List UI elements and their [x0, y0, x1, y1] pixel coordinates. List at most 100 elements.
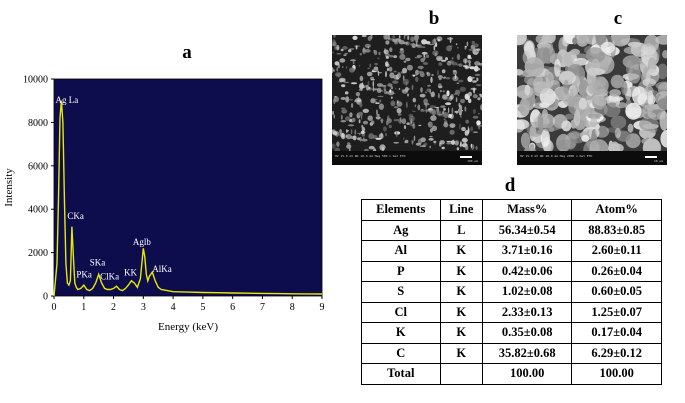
table-cell: L [439, 219, 483, 241]
sem-particle [467, 54, 471, 59]
sem-particle [368, 145, 375, 150]
sem-particle [529, 143, 535, 153]
sem-particle [341, 84, 346, 88]
y-tick-label: 8000 [28, 118, 48, 129]
sem-particle [404, 139, 409, 144]
table-header-row: Elements Line Mass% Atom% [361, 199, 662, 221]
sem-particle [378, 51, 381, 56]
sem-particle [460, 115, 462, 118]
sem-particle [379, 99, 382, 103]
sem-particle [554, 59, 561, 77]
sem-particle [475, 146, 478, 150]
sem-particle [455, 97, 458, 103]
sem-particle [389, 89, 392, 93]
sem-particle [367, 36, 372, 41]
sem-particle [465, 119, 470, 124]
sem-particle [385, 56, 389, 59]
sem-particle [461, 126, 466, 132]
sem-particle [367, 115, 373, 121]
sem-particle [473, 65, 479, 72]
sem-particle [627, 123, 634, 133]
x-tick-label: 5 [200, 302, 205, 313]
sem-particle [378, 103, 384, 110]
table-row: Cl K 2.33±0.13 1.25±0.07 [361, 301, 662, 323]
sem-particle [333, 98, 336, 105]
sem-particle [342, 46, 348, 50]
sem-particle [466, 41, 469, 47]
sem-particle [367, 67, 370, 69]
table-cell: 3.71±0.16 [481, 240, 573, 262]
sem-particle [332, 44, 337, 46]
x-tick-label: 9 [320, 302, 325, 313]
sem-particle [562, 35, 570, 47]
table-cell: 0.26±0.04 [571, 260, 662, 282]
sem-particle [339, 129, 342, 134]
sem-particle [438, 110, 442, 117]
sem-particle [345, 66, 348, 69]
table-cell: K [361, 322, 441, 344]
table-cell: 6.29±0.12 [571, 342, 662, 364]
sem-particle [345, 96, 350, 103]
x-tick-label: 7 [260, 302, 265, 313]
y-tick-label: 6000 [28, 161, 48, 172]
sem-particle [376, 109, 378, 115]
sem-particle [373, 50, 378, 56]
sem-particle [336, 67, 339, 72]
table-cell: 0.42±0.06 [481, 260, 573, 282]
sem-particle [355, 45, 358, 50]
composition-table: Elements Line Mass% Atom% Ag L 56.34±0.54 88.8… [361, 199, 662, 385]
sem-particle [393, 142, 400, 144]
sem-particle [417, 65, 424, 69]
sem-particle [436, 55, 443, 62]
sem-particle [442, 94, 448, 100]
sem-particle [393, 70, 397, 73]
sem-particle [417, 104, 421, 111]
spectrum-line [53, 100, 323, 297]
sem-particle [433, 141, 437, 143]
sem-particle [431, 125, 438, 132]
x-tick-label: 4 [171, 302, 176, 313]
table-row: Total 100.00 100.00 [361, 363, 662, 385]
sem-particle [402, 78, 410, 85]
sem-particle [412, 74, 416, 77]
table-cell: K [439, 322, 483, 344]
panel-label-b: b [428, 8, 440, 29]
sem-particle [401, 118, 407, 125]
sem-particle [364, 43, 371, 48]
sem-particle [451, 107, 454, 114]
sem-particle [539, 102, 550, 108]
sem-particle [388, 66, 393, 72]
sem-particle [403, 125, 407, 130]
sem-particle [340, 107, 346, 110]
sem-particle [467, 91, 473, 97]
sem-particle [436, 111, 440, 116]
sem-particle [339, 77, 346, 83]
sem-particle [642, 123, 659, 129]
sem-particle [420, 58, 425, 63]
x-tick-label: 8 [290, 302, 295, 313]
sem-particle [526, 121, 544, 137]
sem-particle [660, 130, 667, 148]
peak-annotation: KK [124, 267, 137, 277]
x-tick-label: 3 [141, 302, 146, 313]
sem-particle [476, 48, 481, 51]
sem-particle [476, 120, 481, 126]
sem-particle [361, 138, 368, 142]
y-tick-label: 2000 [28, 248, 48, 259]
sem-particle [410, 118, 413, 122]
sem-particle [655, 81, 667, 90]
sem-particle [421, 46, 426, 48]
x-axis-label: Energy (keV) [158, 321, 218, 333]
sem-particle [349, 48, 355, 50]
sem-particle [340, 120, 347, 123]
sem-particle [656, 63, 667, 80]
table-row: Ag L 56.34±0.54 88.83±0.85 [361, 219, 662, 241]
sem-particle [393, 119, 399, 122]
sem-particle [383, 35, 390, 40]
sem-particle [457, 46, 459, 49]
sem-particle [564, 113, 574, 120]
sem-particle [477, 113, 480, 115]
sem-particle [428, 138, 434, 141]
sem-particle [464, 130, 469, 136]
sem-particle [455, 89, 461, 95]
